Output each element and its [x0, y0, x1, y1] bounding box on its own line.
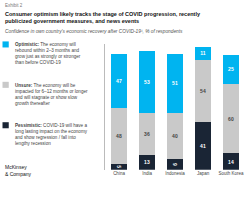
- svg-text:9: 9: [172, 163, 178, 166]
- svg-text:14: 14: [228, 159, 234, 165]
- svg-text:Confidence in own country’s ec: Confidence in own country’s economic rec…: [5, 29, 183, 34]
- svg-text:Exhibit 2: Exhibit 2: [5, 3, 23, 8]
- svg-text:13: 13: [144, 159, 150, 165]
- svg-text:36: 36: [144, 131, 150, 137]
- svg-text:54: 54: [200, 88, 206, 94]
- svg-text:Unsure: The economy will beimp: Unsure: The economy will beimpacted for …: [15, 83, 88, 106]
- svg-text:5: 5: [116, 165, 122, 168]
- svg-text:51: 51: [172, 80, 178, 86]
- svg-text:China: China: [113, 171, 125, 176]
- svg-text:India: India: [142, 171, 152, 176]
- svg-text:Pessimistic: COVID-19 will hav: Pessimistic: COVID-19 will have along la…: [15, 123, 88, 146]
- svg-text:53: 53: [144, 79, 150, 85]
- svg-text:47: 47: [116, 78, 122, 84]
- svg-text:Consumer optimism likely track: Consumer optimism likely tracks the stag…: [5, 11, 201, 24]
- svg-text:11: 11: [200, 50, 206, 56]
- svg-text:41: 41: [200, 143, 206, 149]
- svg-text:McKinsey& Company: McKinsey& Company: [5, 164, 32, 177]
- svg-text:60: 60: [228, 116, 234, 122]
- svg-text:40: 40: [172, 133, 178, 139]
- svg-text:South Korea: South Korea: [218, 171, 244, 176]
- svg-text:25: 25: [228, 66, 234, 72]
- svg-text:Indonesia: Indonesia: [165, 171, 185, 176]
- svg-text:48: 48: [116, 133, 122, 139]
- svg-text:Japan: Japan: [197, 171, 210, 176]
- svg-text:Optimistic: The economy willre: Optimistic: The economy willrebound with…: [15, 42, 81, 65]
